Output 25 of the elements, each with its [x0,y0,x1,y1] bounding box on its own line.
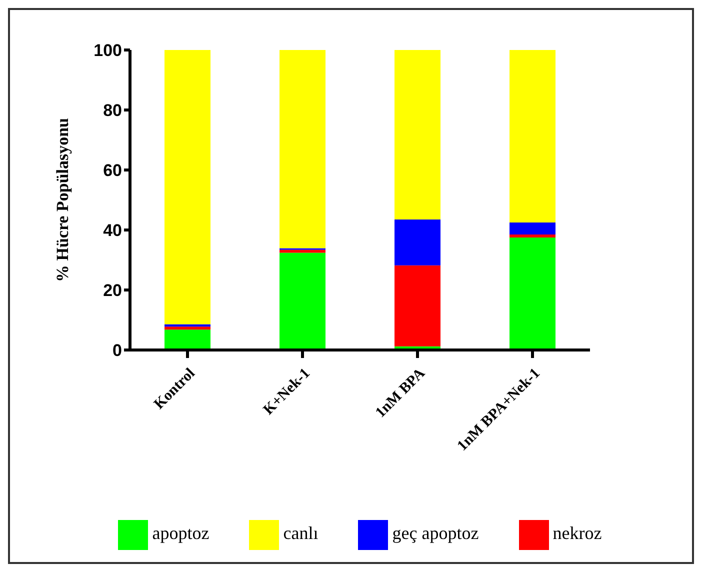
bar [510,222,556,234]
bar [510,238,556,350]
bar [164,50,210,324]
legend-label: geç apoptoz [392,523,479,544]
bar [164,326,210,330]
bar [394,265,440,346]
bar [280,252,326,350]
y-tick-label: 100 [94,41,122,60]
legend-label: canlı [283,523,318,544]
bar [164,324,210,327]
legend-label: nekroz [552,523,602,544]
bar [164,330,210,350]
bar [280,50,326,248]
bar [510,234,556,238]
y-axis-title: % Hücre Popülasyonu [53,118,72,282]
bar [510,50,556,222]
bar [280,250,326,253]
y-tick-label: 20 [103,281,122,300]
y-tick-label: 40 [103,221,122,240]
y-tick-label: 80 [103,101,122,120]
y-tick-label: 60 [103,161,122,180]
bar [394,220,440,266]
y-tick-label: 0 [112,341,122,360]
bar [394,50,440,220]
legend-label: apoptoz [152,523,210,544]
